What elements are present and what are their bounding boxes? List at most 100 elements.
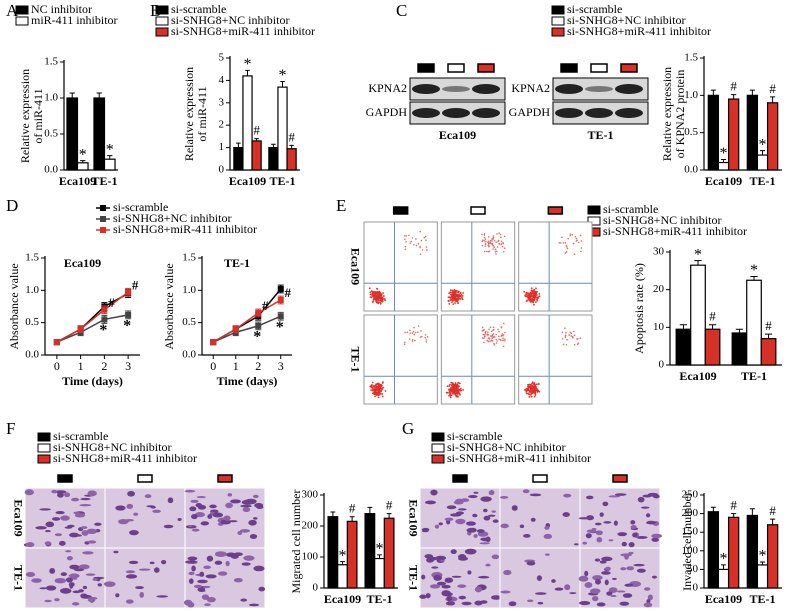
cell <box>647 521 654 524</box>
flow-event <box>375 387 377 390</box>
flow-event <box>531 392 534 394</box>
cell <box>586 515 594 521</box>
cell <box>599 560 607 564</box>
flow-event <box>451 295 454 298</box>
flow-event <box>572 330 575 333</box>
flow-event <box>454 386 456 389</box>
flow-event <box>538 293 541 295</box>
error-bar <box>367 506 373 514</box>
y-axis-label: of KPNA2 protein <box>673 70 687 159</box>
y-tick-label: 1 <box>219 141 225 153</box>
error-bar <box>749 89 755 96</box>
cell <box>189 506 197 512</box>
cell <box>25 542 35 548</box>
cell <box>188 571 195 576</box>
cell <box>554 587 564 591</box>
flow-event <box>491 240 493 242</box>
flow-event <box>576 343 579 346</box>
flow-event <box>411 338 414 341</box>
error-bar <box>710 89 716 96</box>
bar <box>766 102 779 171</box>
cell <box>190 499 199 503</box>
cell <box>72 602 80 606</box>
cell <box>599 512 604 517</box>
flow-event <box>460 389 463 392</box>
flow-event <box>489 326 492 328</box>
flow-event <box>423 236 426 239</box>
cell <box>73 511 80 515</box>
y-tick-label: 0.0 <box>44 164 58 176</box>
flow-event <box>503 247 506 249</box>
flow-event <box>456 294 459 297</box>
flow-event <box>377 396 380 399</box>
flow-event <box>564 336 567 339</box>
flow-event <box>375 391 378 394</box>
cell <box>430 489 438 496</box>
cell <box>563 493 572 498</box>
cell <box>613 520 618 526</box>
legend-label: si-SNHG8+miR-411 inhibitor <box>567 24 711 38</box>
flow-event <box>381 395 384 398</box>
image-panel <box>363 221 438 312</box>
cell <box>249 534 258 539</box>
flow-event <box>533 395 536 398</box>
flow-event <box>528 386 530 389</box>
cell <box>71 497 80 502</box>
legend-label: si-SNHG8+miR-411 inhibitor <box>171 24 315 38</box>
cell <box>80 595 91 598</box>
bar <box>337 564 348 589</box>
flow-event <box>485 240 487 243</box>
flow-event <box>532 289 535 292</box>
bar <box>66 97 79 171</box>
y-tick-label: 1.0 <box>684 89 698 101</box>
flow-event <box>497 240 500 243</box>
cell <box>78 564 90 570</box>
flow-event <box>498 338 500 340</box>
flow-event <box>534 301 537 303</box>
cell <box>197 579 208 584</box>
cell <box>248 603 260 607</box>
flow-event <box>449 291 452 294</box>
cell <box>578 575 589 582</box>
cell <box>586 495 594 500</box>
cell <box>126 503 134 509</box>
flow-event <box>534 389 537 392</box>
cell <box>537 601 544 605</box>
cell <box>635 535 648 539</box>
blot-band <box>555 108 583 118</box>
flow-event <box>567 237 569 240</box>
flow-event <box>498 335 500 338</box>
x-axis-label: Time (days) <box>62 374 123 388</box>
flow-event <box>483 328 485 331</box>
bar <box>756 154 769 171</box>
flow-event <box>534 291 537 293</box>
cell <box>87 540 97 544</box>
cell <box>239 529 251 533</box>
legend-swatch <box>37 454 51 464</box>
y-tick-label: 100 <box>302 551 319 563</box>
legend-label: si-SNHG8+miR-411 inhibitor <box>603 224 747 238</box>
cell <box>160 560 167 565</box>
flow-event <box>534 392 537 395</box>
cell <box>458 556 469 561</box>
flow-event <box>377 383 380 386</box>
flow-event <box>491 238 493 240</box>
flow-event <box>536 298 538 301</box>
flow-event <box>451 301 453 304</box>
bar <box>327 516 339 589</box>
cell <box>429 584 441 589</box>
flow-event <box>530 395 533 398</box>
flow-event <box>529 391 532 393</box>
flow-event <box>409 329 411 332</box>
flow-event <box>448 391 451 393</box>
cell <box>188 524 193 527</box>
flow-event <box>459 297 462 300</box>
error-bar <box>710 506 716 512</box>
cell <box>191 565 196 572</box>
flow-event <box>461 298 464 301</box>
legend-label: si-SNHG8+miR-411 inhibitor <box>113 222 257 236</box>
cell <box>187 556 198 561</box>
image-panel <box>363 314 438 405</box>
cell <box>25 571 36 578</box>
flow-event <box>483 333 486 336</box>
